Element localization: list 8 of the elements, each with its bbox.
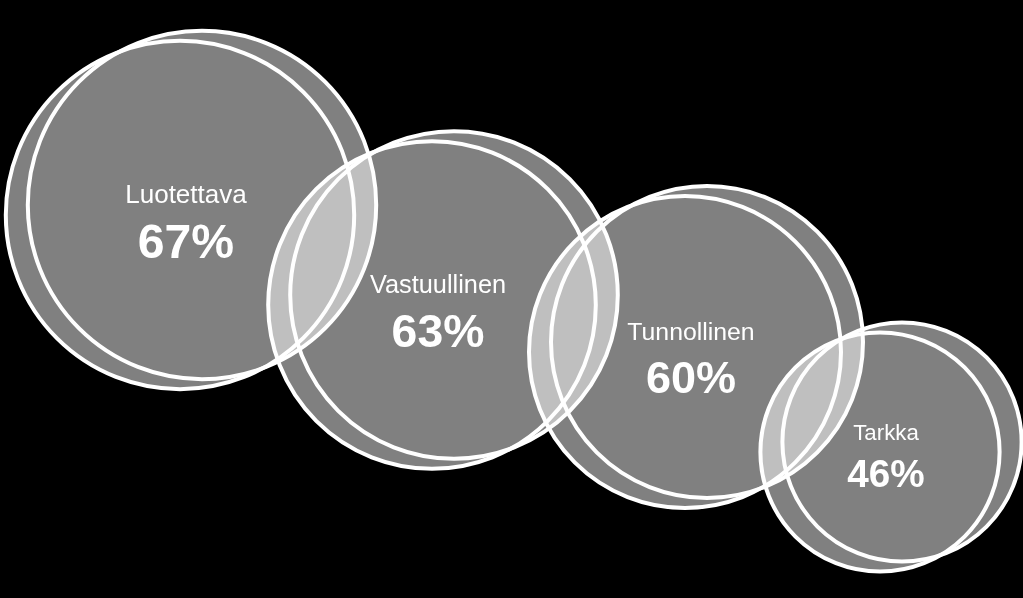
data-label: 67% <box>137 214 235 269</box>
category-label: Tunnollinen <box>627 318 755 345</box>
data-label: 60% <box>645 351 737 403</box>
category-label: Vastuullinen <box>369 270 507 298</box>
data-label: 63% <box>391 304 485 357</box>
category-label: Luotettava <box>125 179 248 209</box>
data-label: 46% <box>847 451 925 495</box>
category-label: Tarkka <box>853 420 920 445</box>
